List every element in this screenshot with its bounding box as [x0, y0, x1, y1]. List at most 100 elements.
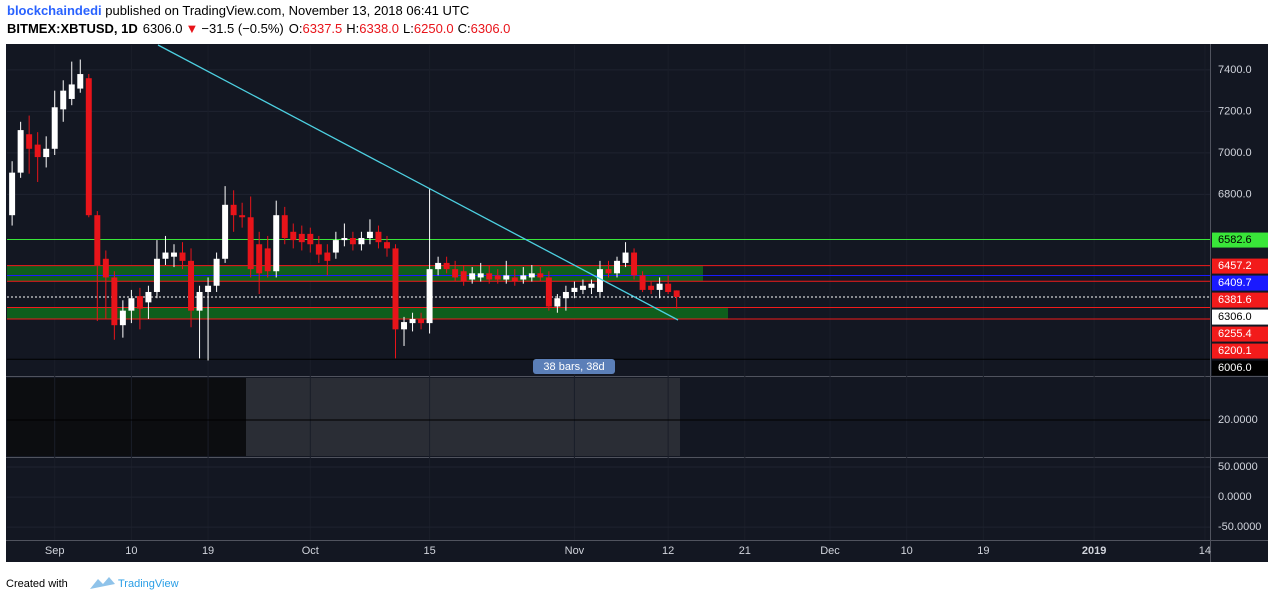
y-tick-label: 7200.0: [1218, 105, 1252, 117]
candle-body: [179, 252, 186, 261]
arrow: ▼: [186, 21, 199, 36]
candle-body: [307, 233, 314, 245]
candle-body: [60, 90, 67, 110]
candle-body: [281, 215, 288, 239]
indicator-tick-label: 0.0000: [1218, 491, 1252, 503]
candle-body: [247, 217, 254, 270]
candle-body: [324, 252, 331, 261]
candle-body: [9, 172, 16, 216]
candle-body: [26, 134, 33, 149]
x-tick-label: 12: [662, 545, 674, 557]
candle-body: [469, 273, 476, 280]
price-label: 6255.4: [1218, 328, 1252, 340]
candle-body: [452, 269, 459, 278]
candle-body: [401, 322, 408, 330]
candle-body: [579, 285, 586, 290]
indicator-tick-label: -50.0000: [1218, 521, 1261, 533]
candle-body: [460, 271, 467, 282]
candle-body: [358, 238, 365, 245]
price-label-box: [1212, 258, 1268, 274]
price-label-box: [1212, 326, 1268, 342]
candle-body: [205, 285, 212, 292]
candle-body: [435, 262, 442, 270]
candle-body: [384, 242, 390, 249]
candle-body: [639, 275, 646, 290]
x-tick-label: 21: [739, 545, 751, 557]
price-label: 6409.7: [1218, 277, 1252, 289]
candle-body: [656, 283, 663, 290]
candle-body: [588, 283, 595, 288]
candle-body: [94, 215, 101, 265]
candle-body: [171, 252, 177, 257]
price-label-box: [1212, 343, 1268, 359]
price-label: 6381.6: [1218, 294, 1252, 306]
x-tick-label: 2019: [1082, 545, 1106, 557]
trend-line: [157, 44, 679, 321]
x-tick-label: Oct: [302, 545, 319, 557]
indicator-tick-label: 50.0000: [1218, 461, 1258, 473]
price-label-box: [1212, 309, 1268, 325]
candle-body: [528, 273, 535, 278]
open: 6337.5: [303, 21, 343, 36]
x-tick-label: 19: [977, 545, 989, 557]
high: 6338.0: [359, 21, 399, 36]
footer-brand: TradingView: [118, 578, 179, 590]
price-label-box: [1212, 292, 1268, 308]
candle-body: [605, 269, 612, 274]
candle-body: [298, 233, 305, 243]
y-tick-label: 7000.0: [1218, 147, 1252, 159]
candle-body: [622, 252, 629, 263]
x-tick-label: Nov: [565, 545, 585, 557]
candle-body: [188, 260, 195, 311]
open-label: O:: [289, 21, 303, 36]
last-price: 6306.0: [143, 21, 183, 36]
candle-body: [673, 290, 680, 297]
header-line: blockchaindedi published on TradingView.…: [7, 3, 469, 18]
candle-body: [545, 277, 552, 307]
candle-body: [145, 291, 152, 303]
candle-body: [477, 273, 484, 278]
candle-body: [375, 231, 382, 243]
candle-body: [153, 258, 160, 292]
chart-background: [6, 44, 1268, 562]
candle-body: [51, 107, 58, 149]
candle-body: [222, 204, 229, 259]
candle-body: [162, 252, 169, 259]
candle-body: [648, 285, 655, 290]
change: −31.5 (−0.5%): [201, 21, 283, 36]
candle-body: [349, 238, 356, 245]
measure-box: [533, 359, 615, 374]
published: published on TradingView.com, November 1…: [102, 3, 470, 18]
candle-body: [43, 148, 50, 158]
author: blockchaindedi: [7, 3, 102, 18]
candle-body: [341, 238, 348, 241]
candle-body: [418, 318, 425, 324]
candle-body: [511, 277, 518, 282]
candle-body: [409, 318, 416, 324]
candle-body: [256, 244, 263, 274]
x-tick-label: Dec: [820, 545, 840, 557]
candle-body: [102, 258, 109, 278]
measure-label: 38 bars, 38d: [543, 361, 604, 373]
low-label: L:: [403, 21, 414, 36]
candle-body: [77, 74, 84, 89]
candle-body: [85, 78, 92, 216]
footer-created: Created with: [6, 578, 68, 590]
price-label-box: [1212, 275, 1268, 291]
candle-body: [264, 248, 271, 272]
indicator-region: [246, 378, 680, 456]
candle-body: [614, 260, 621, 274]
candle-body: [111, 277, 118, 326]
candle-body: [290, 231, 297, 241]
close: 6306.0: [471, 21, 511, 36]
candle-body: [571, 287, 578, 292]
close-label: C:: [458, 21, 471, 36]
y-tick-label: 7400.0: [1218, 64, 1252, 76]
candle-body: [34, 144, 41, 158]
x-tick-label: Sep: [45, 545, 65, 557]
candle-body: [230, 204, 237, 216]
low: 6250.0: [414, 21, 454, 36]
symbol: BITMEX:XBTUSD, 1D: [7, 21, 138, 36]
price-label-box: [1212, 360, 1268, 376]
